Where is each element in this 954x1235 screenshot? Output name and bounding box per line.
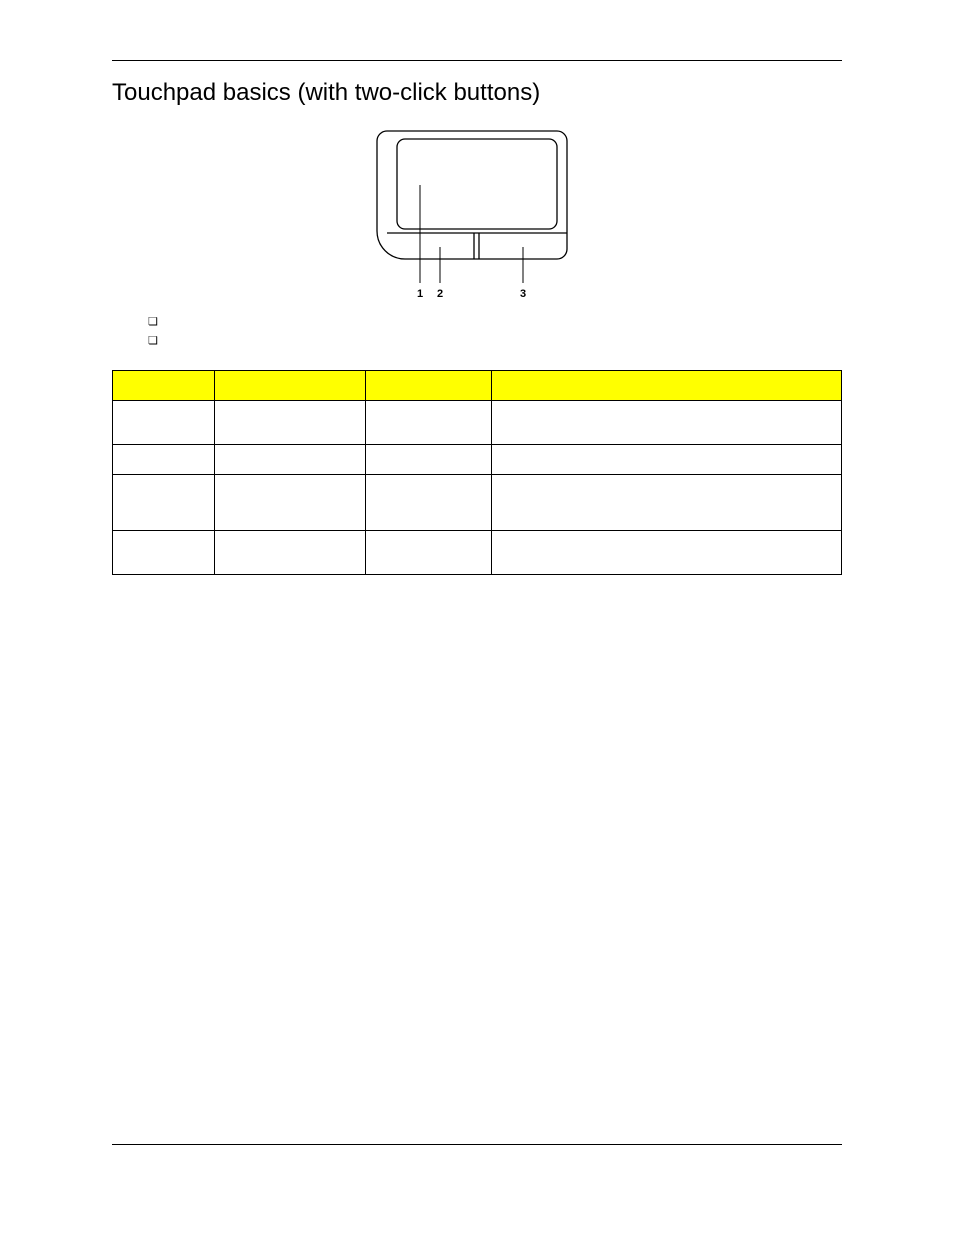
table-cell (366, 475, 492, 531)
figure-label-1: 1 (416, 288, 422, 300)
table-cell (492, 445, 842, 475)
bullet-item (148, 315, 842, 331)
table-cell (113, 445, 215, 475)
function-table (112, 370, 842, 575)
top-rule (112, 60, 842, 61)
page-title: Touchpad basics (with two-click buttons) (112, 79, 842, 107)
table-row (113, 401, 842, 445)
figure-label-2: 2 (436, 288, 442, 300)
table-cell (492, 401, 842, 445)
table-header (215, 371, 366, 401)
table-cell (366, 445, 492, 475)
table-cell (113, 475, 215, 531)
table-cell (215, 445, 366, 475)
table-cell (113, 531, 215, 575)
table-cell (366, 531, 492, 575)
bullet-item (148, 334, 842, 350)
table-row (113, 475, 842, 531)
touchpad-svg: 1 2 3 (365, 125, 590, 305)
table-row (113, 531, 842, 575)
touchpad-figure: 1 2 3 (112, 125, 842, 305)
table-row (113, 445, 842, 475)
table-header-row (113, 371, 842, 401)
table-cell (492, 531, 842, 575)
figure-label-3: 3 (519, 288, 525, 300)
bullet-list (112, 315, 842, 350)
table-cell (113, 401, 215, 445)
bottom-rule (112, 1144, 842, 1145)
document-page: Touchpad basics (with two-click buttons)… (0, 0, 954, 1235)
table-cell (215, 531, 366, 575)
table-header (492, 371, 842, 401)
table-cell (215, 401, 366, 445)
table-cell (366, 401, 492, 445)
table-header (113, 371, 215, 401)
table-cell (492, 475, 842, 531)
table-header (366, 371, 492, 401)
table-cell (215, 475, 366, 531)
